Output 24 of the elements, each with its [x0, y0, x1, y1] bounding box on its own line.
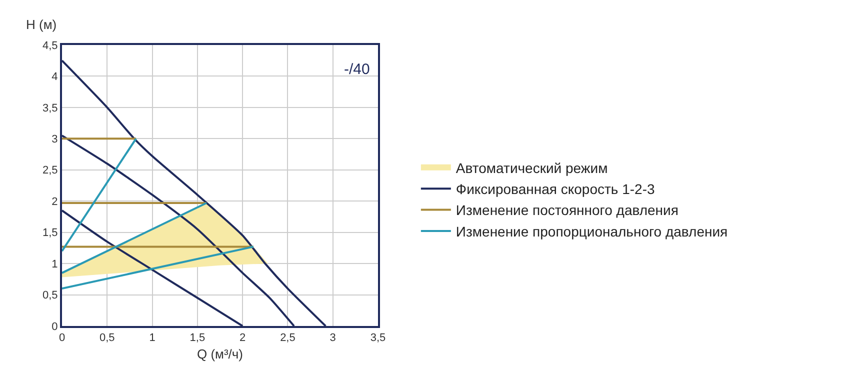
- x-tick-label: 2: [240, 332, 246, 344]
- x-axis-title: Q (м³/ч): [196, 346, 244, 362]
- y-tick-label: 3: [52, 134, 58, 146]
- x-tick-label: 0,5: [99, 332, 115, 344]
- y-tick-label: 1,5: [42, 227, 58, 240]
- x-tick-label: 3,5: [370, 332, 386, 344]
- x-tick-label: 1: [149, 332, 156, 344]
- y-axis-title: H (м): [26, 17, 57, 32]
- y-tick-label: 0: [52, 320, 58, 333]
- x-tick-label: 3: [330, 332, 336, 344]
- y-tick-label: 0,5: [42, 290, 58, 302]
- legend-label: Фиксированная скорость 1-2-3: [456, 181, 655, 198]
- x-tick-label: 2,5: [280, 332, 296, 344]
- x-tick-label: 1,5: [190, 332, 206, 344]
- y-tick-label: 4,5: [42, 40, 58, 52]
- y-tick-label: 4: [52, 71, 58, 84]
- y-tick-label: 3,5: [42, 102, 58, 114]
- legend-label: Изменение постоянного давления: [456, 202, 678, 218]
- y-tick-label: 2: [52, 196, 58, 208]
- annotation: -/40: [344, 61, 370, 78]
- legend-label: Автоматический режим: [456, 160, 608, 176]
- y-tick-label: 1: [52, 258, 58, 270]
- legend-label: Изменение пропорционального давления: [456, 223, 728, 240]
- y-tick-label: 2,5: [42, 164, 58, 177]
